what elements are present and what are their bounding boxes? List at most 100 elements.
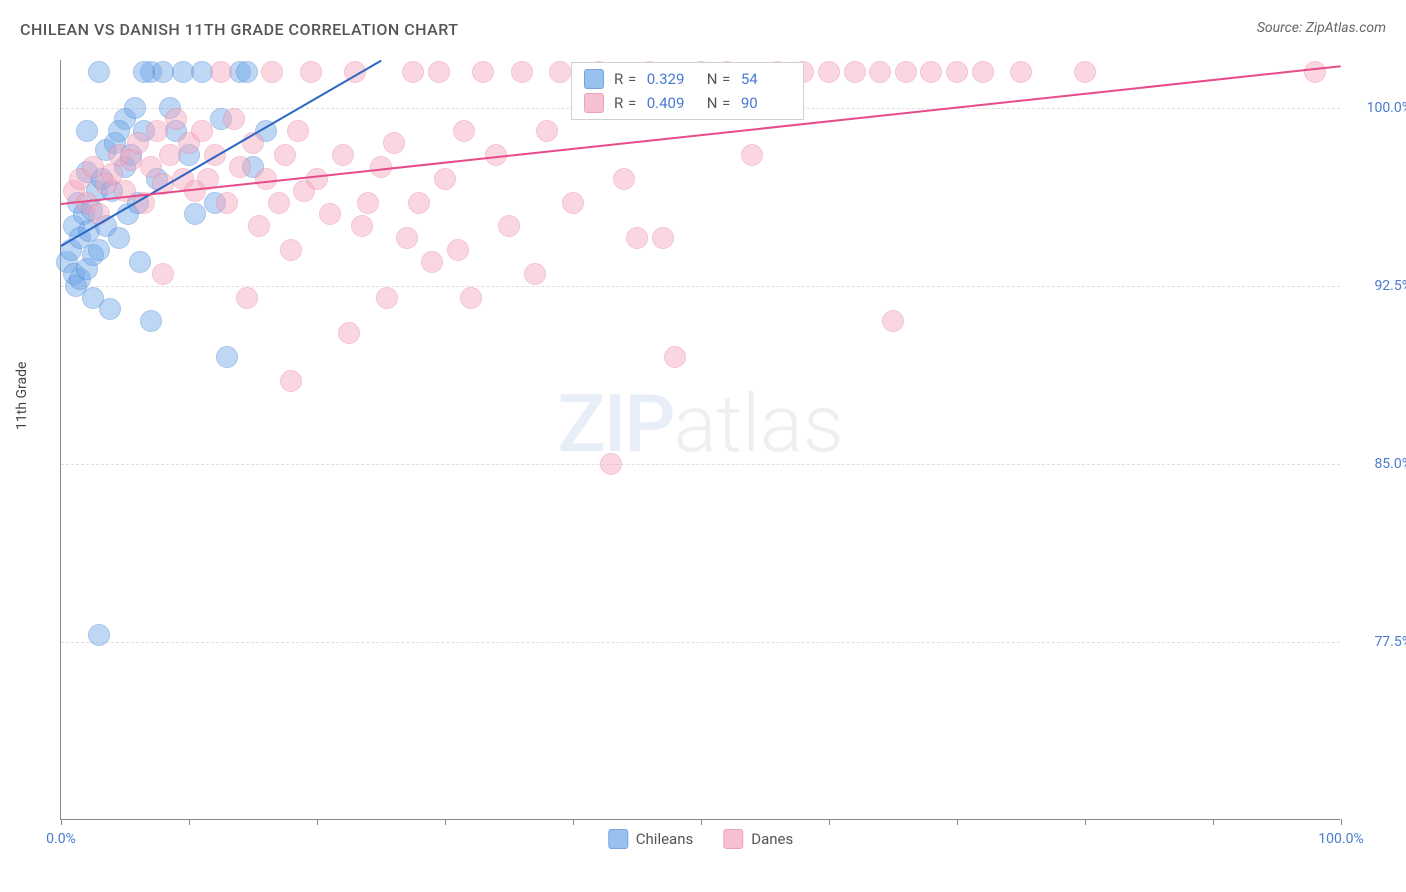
scatter-point bbox=[972, 61, 994, 83]
scatter-point bbox=[300, 61, 322, 83]
x-tick bbox=[1341, 819, 1342, 825]
scatter-point bbox=[511, 61, 533, 83]
scatter-point bbox=[549, 61, 571, 83]
stat-key: N = bbox=[707, 94, 731, 112]
scatter-point bbox=[453, 120, 475, 142]
scatter-point bbox=[396, 227, 418, 249]
scatter-point bbox=[159, 144, 181, 166]
chart-title: CHILEAN VS DANISH 11TH GRADE CORRELATION… bbox=[20, 20, 459, 39]
y-tick-label: 100.0% bbox=[1352, 100, 1406, 116]
scatter-point bbox=[664, 346, 686, 368]
swatch-icon bbox=[584, 69, 604, 89]
scatter-point bbox=[818, 61, 840, 83]
swatch-icon bbox=[584, 93, 604, 113]
stat-n-value: 54 bbox=[741, 70, 791, 88]
x-tick bbox=[61, 819, 62, 825]
scatter-point bbox=[882, 310, 904, 332]
x-tick bbox=[701, 819, 702, 825]
scatter-point bbox=[472, 61, 494, 83]
scatter-point bbox=[376, 287, 398, 309]
x-tick-label: 100.0% bbox=[1318, 831, 1363, 847]
scatter-point bbox=[280, 239, 302, 261]
scatter-point bbox=[447, 239, 469, 261]
gridline-h bbox=[61, 464, 1340, 465]
stat-key: R = bbox=[614, 70, 637, 88]
scatter-point bbox=[1074, 61, 1096, 83]
scatter-point bbox=[88, 61, 110, 83]
y-tick-label: 85.0% bbox=[1352, 456, 1406, 472]
scatter-point bbox=[133, 61, 155, 83]
scatter-point bbox=[152, 263, 174, 285]
scatter-point bbox=[498, 215, 520, 237]
scatter-point bbox=[402, 61, 424, 83]
scatter-point bbox=[108, 227, 130, 249]
scatter-point bbox=[600, 453, 622, 475]
swatch-icon bbox=[723, 829, 743, 849]
scatter-point bbox=[223, 108, 245, 130]
x-tick bbox=[1085, 819, 1086, 825]
stats-row: R =0.409N =90 bbox=[572, 91, 803, 115]
scatter-point bbox=[562, 192, 584, 214]
stat-r-value: 0.409 bbox=[647, 94, 697, 112]
scatter-point bbox=[434, 168, 456, 190]
x-tick-label: 0.0% bbox=[46, 831, 76, 847]
legend: Chileans Danes bbox=[608, 829, 793, 849]
scatter-point bbox=[460, 287, 482, 309]
scatter-point bbox=[88, 624, 110, 646]
watermark: ZIPatlas bbox=[558, 377, 844, 471]
y-tick-label: 77.5% bbox=[1352, 634, 1406, 650]
scatter-point bbox=[248, 215, 270, 237]
scatter-point bbox=[280, 370, 302, 392]
scatter-point bbox=[88, 239, 110, 261]
scatter-point bbox=[76, 120, 98, 142]
scatter-point bbox=[172, 61, 194, 83]
scatter-point bbox=[124, 97, 146, 119]
scatter-point bbox=[229, 156, 251, 178]
swatch-icon bbox=[608, 829, 628, 849]
gridline-h bbox=[61, 286, 1340, 287]
scatter-point bbox=[236, 61, 258, 83]
scatter-point bbox=[274, 144, 296, 166]
scatter-point bbox=[920, 61, 942, 83]
stat-key: R = bbox=[614, 94, 637, 112]
x-tick bbox=[573, 819, 574, 825]
legend-label: Danes bbox=[751, 830, 793, 848]
scatter-point bbox=[741, 144, 763, 166]
x-tick bbox=[829, 819, 830, 825]
scatter-point bbox=[319, 203, 341, 225]
scatter-point bbox=[428, 61, 450, 83]
scatter-point bbox=[652, 227, 674, 249]
scatter-point bbox=[1304, 61, 1326, 83]
stats-row: R =0.329N =54 bbox=[572, 67, 803, 91]
scatter-point bbox=[191, 120, 213, 142]
scatter-point bbox=[261, 61, 283, 83]
legend-item: Danes bbox=[723, 829, 793, 849]
scatter-point bbox=[165, 108, 187, 130]
scatter-point bbox=[216, 346, 238, 368]
scatter-point bbox=[1010, 61, 1032, 83]
scatter-point bbox=[338, 322, 360, 344]
x-tick bbox=[957, 819, 958, 825]
gridline-h bbox=[61, 642, 1340, 643]
scatter-point bbox=[99, 298, 121, 320]
scatter-point bbox=[146, 120, 168, 142]
scatter-point bbox=[236, 287, 258, 309]
chart-plot-area: ZIPatlas 77.5%85.0%92.5%100.0%0.0%100.0%… bbox=[60, 60, 1340, 820]
scatter-point bbox=[210, 61, 232, 83]
legend-item: Chileans bbox=[608, 829, 693, 849]
scatter-point bbox=[844, 61, 866, 83]
scatter-point bbox=[216, 192, 238, 214]
scatter-point bbox=[383, 132, 405, 154]
scatter-point bbox=[127, 132, 149, 154]
stats-box: R =0.329N =54R =0.409N =90 bbox=[571, 62, 804, 120]
x-tick bbox=[317, 819, 318, 825]
scatter-point bbox=[536, 120, 558, 142]
scatter-point bbox=[946, 61, 968, 83]
scatter-point bbox=[613, 168, 635, 190]
scatter-point bbox=[306, 168, 328, 190]
scatter-point bbox=[332, 144, 354, 166]
scatter-point bbox=[357, 192, 379, 214]
scatter-point bbox=[255, 168, 277, 190]
scatter-point bbox=[184, 203, 206, 225]
x-tick bbox=[189, 819, 190, 825]
